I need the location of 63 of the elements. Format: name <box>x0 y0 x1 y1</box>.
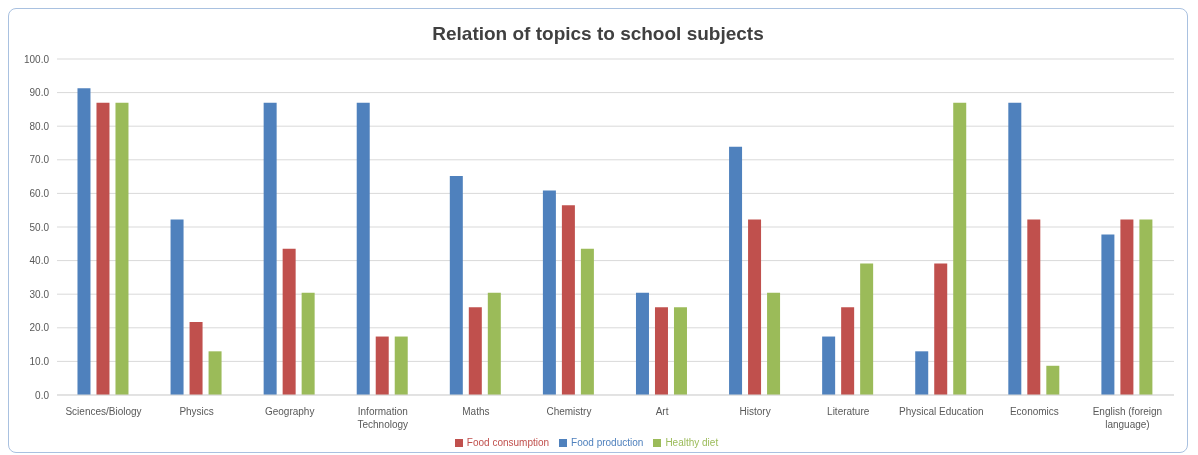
bar <box>208 351 222 395</box>
x-tick-label: Sciences/Biology <box>65 406 142 417</box>
bar <box>1101 234 1115 395</box>
bar <box>748 219 762 395</box>
bar <box>375 336 389 395</box>
legend-label: Food production <box>571 437 644 448</box>
x-tick-label: Physics <box>179 406 214 417</box>
y-tick-label: 70.0 <box>29 154 50 166</box>
y-tick-label: 60.0 <box>29 187 50 199</box>
x-tick-label: Physical Education <box>899 406 984 417</box>
y-tick-label: 90.0 <box>29 87 50 99</box>
bar <box>841 307 855 395</box>
legend-label: Food consumption <box>466 437 550 448</box>
bar <box>860 263 874 395</box>
bar <box>487 292 501 395</box>
x-tick-label: History <box>739 406 771 417</box>
bar <box>356 102 370 395</box>
bar <box>915 351 929 395</box>
y-tick-label: 10.0 <box>29 355 50 367</box>
bar <box>170 219 184 395</box>
x-tick-label: Economics <box>1009 406 1059 417</box>
bar <box>1008 102 1022 395</box>
bar <box>561 205 575 395</box>
x-tick-label: Chemistry <box>546 406 592 417</box>
bar <box>635 292 649 395</box>
y-tick-label: 40.0 <box>29 255 50 267</box>
bar <box>934 263 948 395</box>
y-tick-label: 100.0 <box>23 53 50 65</box>
bar <box>673 307 687 395</box>
y-tick-label: 20.0 <box>29 322 50 334</box>
bar <box>1120 219 1134 395</box>
bar <box>542 190 556 395</box>
chart-title: Relation of topics to school subjects <box>431 23 765 46</box>
bar <box>394 336 408 395</box>
bar <box>301 292 315 395</box>
bar <box>77 88 91 395</box>
bar <box>654 307 668 395</box>
bar <box>953 102 967 395</box>
bar <box>1027 219 1041 395</box>
y-tick-label: 0.0 <box>35 389 50 401</box>
bar <box>822 336 836 395</box>
x-tick-label: Geography <box>264 406 315 417</box>
bar <box>189 322 203 395</box>
x-tick-label: Literature <box>827 406 870 417</box>
bar <box>263 102 277 395</box>
bar <box>580 248 594 395</box>
y-tick-label: 30.0 <box>29 288 50 300</box>
x-tick-label: English (foreign language) <box>1092 406 1163 430</box>
legend-label: Healthy diet <box>665 437 719 448</box>
bar <box>468 307 482 395</box>
bar <box>1139 219 1153 395</box>
bar <box>96 102 110 395</box>
bar <box>449 175 463 395</box>
bar <box>729 146 743 395</box>
y-tick-label: 50.0 <box>29 221 50 233</box>
y-tick-label: 80.0 <box>29 120 50 132</box>
bar <box>1046 365 1060 395</box>
bar <box>115 102 129 395</box>
x-tick-label: Information Technology <box>357 406 409 430</box>
bar <box>282 248 296 395</box>
x-tick-label: Maths <box>462 406 490 417</box>
x-tick-label: Art <box>655 406 669 417</box>
bar <box>767 292 781 395</box>
